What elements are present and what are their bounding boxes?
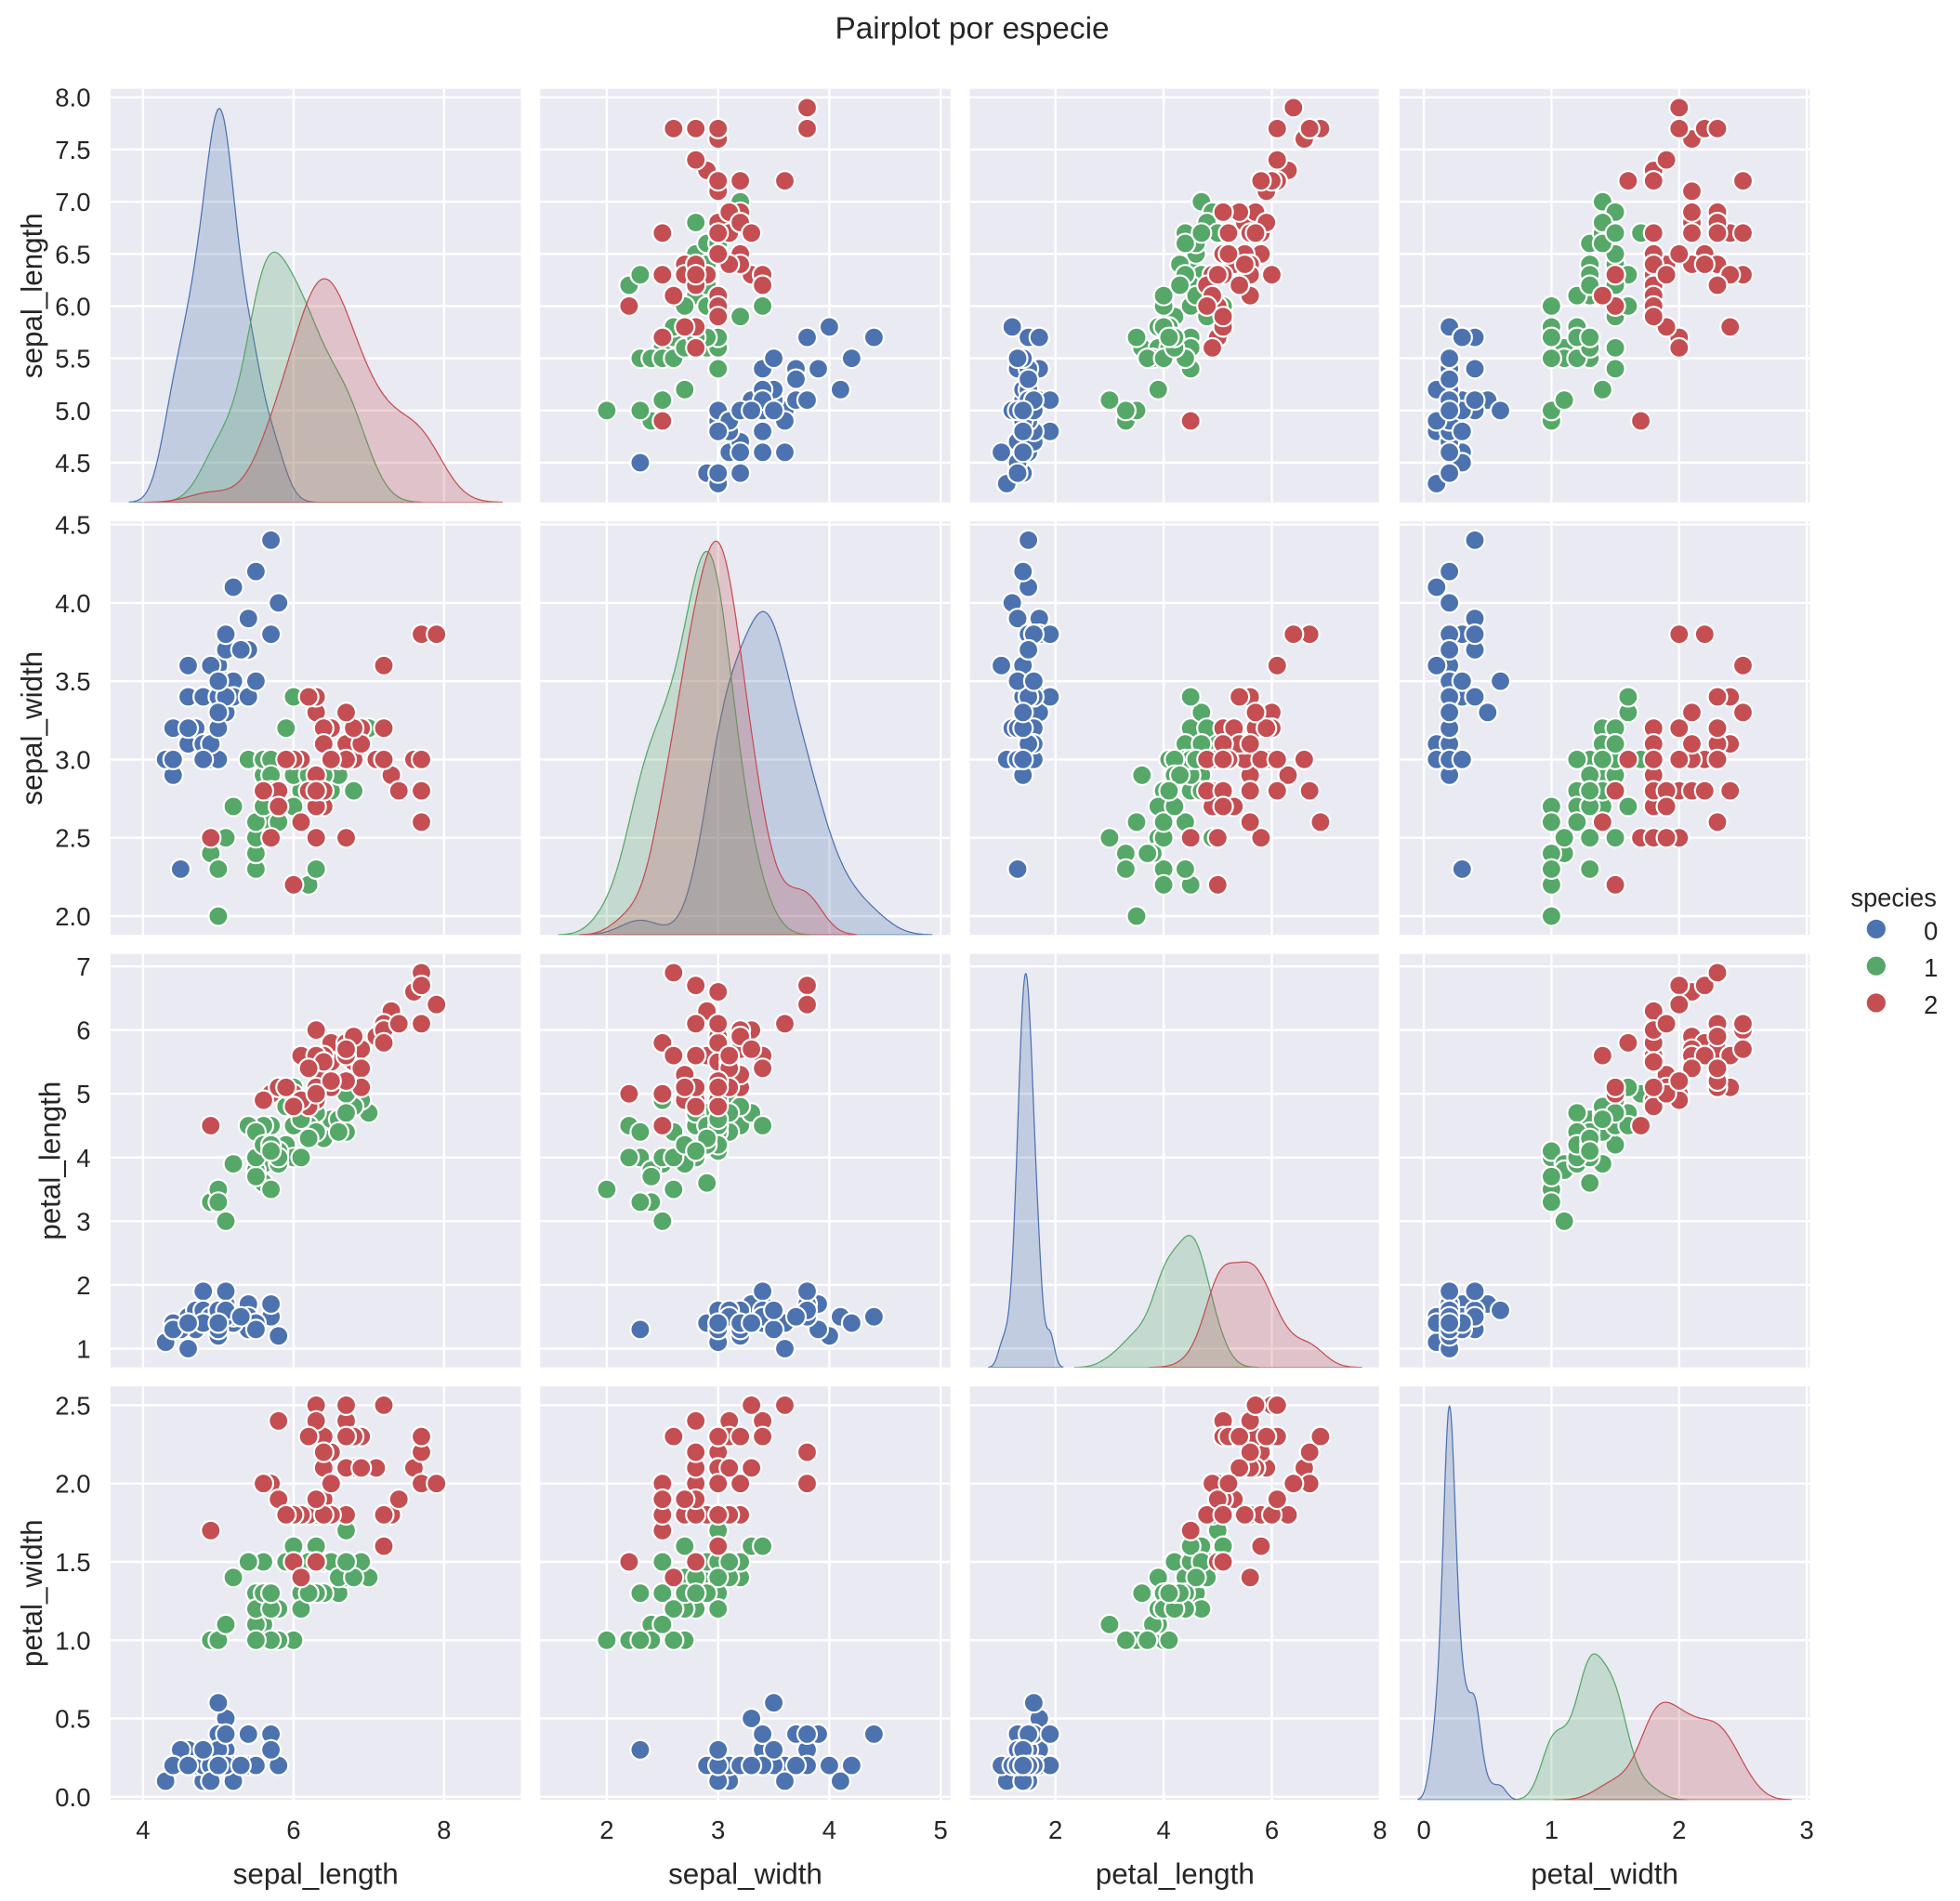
svg-text:sepal_length: sepal_length [233, 1857, 399, 1890]
svg-text:8.0: 8.0 [55, 84, 90, 112]
svg-text:4.5: 4.5 [55, 449, 90, 478]
svg-text:2.0: 2.0 [55, 902, 90, 931]
svg-text:petal_length: petal_length [1096, 1857, 1255, 1890]
svg-text:6.5: 6.5 [55, 240, 90, 269]
svg-text:petal_width: petal_width [16, 1519, 48, 1667]
svg-text:3: 3 [76, 1207, 90, 1236]
svg-text:5.5: 5.5 [55, 345, 90, 374]
svg-text:1: 1 [76, 1335, 90, 1364]
svg-text:2: 2 [1924, 990, 1938, 1019]
svg-text:3: 3 [711, 1816, 725, 1844]
svg-text:2: 2 [76, 1271, 90, 1300]
svg-text:3.0: 3.0 [55, 745, 90, 774]
svg-text:4: 4 [136, 1816, 150, 1844]
svg-text:8: 8 [437, 1816, 451, 1844]
svg-text:2: 2 [599, 1816, 613, 1844]
svg-text:7.5: 7.5 [55, 136, 90, 164]
svg-text:5: 5 [76, 1080, 90, 1108]
svg-text:5: 5 [934, 1816, 948, 1844]
svg-text:6: 6 [286, 1816, 300, 1844]
svg-text:6.0: 6.0 [55, 292, 90, 321]
svg-text:4: 4 [822, 1816, 836, 1844]
svg-text:8: 8 [1373, 1816, 1387, 1844]
svg-text:0: 0 [1416, 1816, 1430, 1844]
svg-text:4: 4 [76, 1144, 90, 1173]
svg-text:0: 0 [1924, 917, 1938, 946]
svg-text:sepal_length: sepal_length [16, 213, 48, 378]
svg-text:0.0: 0.0 [55, 1783, 90, 1812]
svg-text:1: 1 [1545, 1816, 1559, 1844]
svg-text:petal_width: petal_width [1531, 1857, 1678, 1890]
svg-text:2.5: 2.5 [55, 1391, 90, 1420]
svg-text:3: 3 [1800, 1816, 1814, 1844]
svg-text:4.0: 4.0 [55, 589, 90, 618]
svg-text:Pairplot por especie: Pairplot por especie [835, 12, 1109, 46]
svg-text:2: 2 [1048, 1816, 1062, 1844]
svg-text:2.0: 2.0 [55, 1470, 90, 1499]
svg-text:4: 4 [1156, 1816, 1170, 1844]
svg-text:petal_length: petal_length [34, 1082, 67, 1240]
svg-text:7.0: 7.0 [55, 188, 90, 216]
svg-text:sepal_width: sepal_width [668, 1857, 822, 1890]
svg-text:7: 7 [76, 952, 90, 981]
svg-text:2: 2 [1672, 1816, 1686, 1844]
svg-text:sepal_width: sepal_width [16, 651, 48, 806]
svg-text:2.5: 2.5 [55, 824, 90, 853]
svg-text:6: 6 [76, 1016, 90, 1045]
svg-text:1.0: 1.0 [55, 1626, 90, 1655]
svg-text:species: species [1850, 883, 1937, 911]
svg-text:4.5: 4.5 [55, 511, 90, 540]
svg-text:0.5: 0.5 [55, 1705, 90, 1734]
svg-text:1.5: 1.5 [55, 1548, 90, 1577]
svg-text:6: 6 [1265, 1816, 1279, 1844]
svg-text:3.5: 3.5 [55, 667, 90, 696]
svg-text:1: 1 [1924, 953, 1938, 982]
svg-text:5.0: 5.0 [55, 397, 90, 426]
